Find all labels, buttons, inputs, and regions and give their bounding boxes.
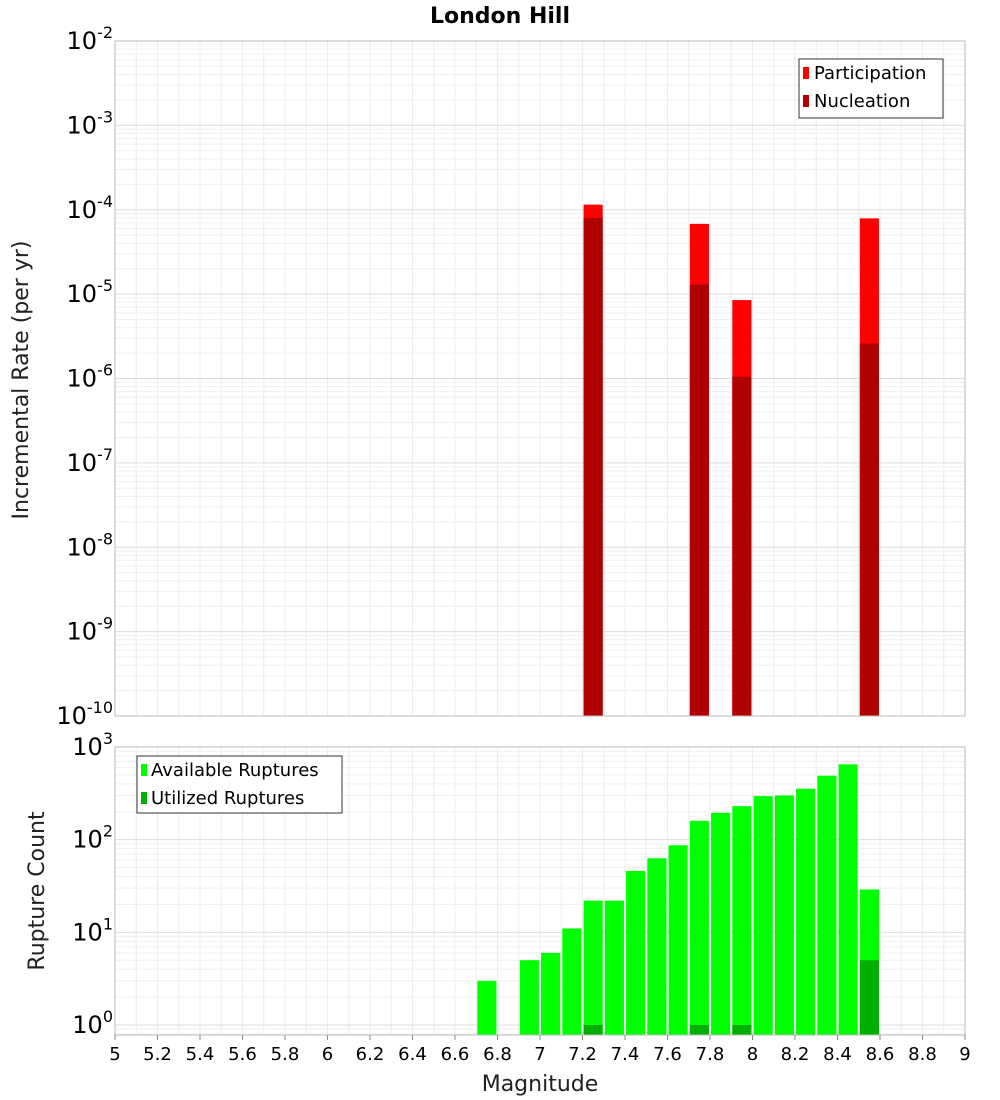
- available-ruptures-bar: [541, 952, 561, 1035]
- available-ruptures-bar: [774, 795, 794, 1035]
- legend-label: Available Ruptures: [151, 760, 319, 781]
- x-tick-label: 6.6: [441, 1044, 470, 1065]
- x-tick-label: 8.8: [908, 1044, 937, 1065]
- x-tick-label: 5.8: [271, 1044, 300, 1065]
- utilized-ruptures-bar: [732, 1025, 752, 1035]
- available-ruptures-bar: [753, 796, 773, 1035]
- bottom-y-tick-label: 103: [72, 729, 113, 761]
- utilized-ruptures-bar: [583, 1025, 603, 1035]
- legend-swatch: [803, 95, 809, 107]
- legend-swatch: [803, 67, 809, 79]
- bottom-y-tick-label: 102: [72, 822, 113, 854]
- x-tick-label: 5.4: [186, 1044, 215, 1065]
- x-tick-label: 7: [534, 1044, 545, 1065]
- nucleation-bar: [583, 217, 603, 716]
- x-tick-label: 6: [322, 1044, 333, 1065]
- x-tick-label: 9: [959, 1044, 970, 1065]
- top-legend: Participation Nucleation: [798, 58, 944, 119]
- utilized-ruptures-bar: [859, 960, 879, 1035]
- available-ruptures-bar: [711, 812, 731, 1035]
- bottom-legend: Available Ruptures Utilized Ruptures: [136, 755, 343, 814]
- available-ruptures-bar: [668, 845, 688, 1035]
- x-tick-label: 7.6: [653, 1044, 682, 1065]
- available-ruptures-bar: [647, 858, 667, 1035]
- top-y-axis-label: Incremental Rate (per yr): [9, 241, 34, 520]
- utilized-ruptures-bar: [689, 1025, 709, 1035]
- top-y-tick-label: 10-4: [67, 192, 114, 224]
- x-tick-label: 8.4: [823, 1044, 852, 1065]
- top-y-tick-label: 10-9: [67, 614, 114, 646]
- top-y-tick-label: 10-8: [67, 529, 114, 561]
- legend-label: Utilized Ruptures: [151, 788, 304, 809]
- available-ruptures-bar: [838, 764, 858, 1035]
- legend-swatch: [141, 792, 147, 804]
- top-y-tick-label: 10-3: [67, 107, 114, 139]
- legend-label: Nucleation: [814, 91, 910, 112]
- top-y-tick-label: 10-10: [56, 698, 113, 730]
- x-tick-label: 8.6: [866, 1044, 895, 1065]
- available-ruptures-bar: [519, 960, 539, 1035]
- available-ruptures-bar: [626, 870, 646, 1035]
- top-legend-box: [798, 58, 944, 119]
- x-tick-label: 6.2: [356, 1044, 385, 1065]
- top-y-tick-label: 10-7: [67, 445, 114, 477]
- legend-label: Participation: [814, 63, 926, 84]
- x-tick-label: 5.6: [228, 1044, 257, 1065]
- bottom-y-tick-label: 101: [72, 914, 113, 946]
- top-plot-frame: [114, 40, 966, 717]
- available-ruptures-bar: [604, 900, 624, 1035]
- x-axis-label: Magnitude: [482, 1072, 599, 1097]
- x-tick-label: 5.2: [143, 1044, 172, 1065]
- available-ruptures-bar: [689, 820, 709, 1035]
- nucleation-bar: [859, 343, 879, 716]
- x-tick-label: 8: [747, 1044, 758, 1065]
- x-tick-label: 7.4: [611, 1044, 640, 1065]
- available-ruptures-bar: [562, 928, 582, 1035]
- x-tick-label: 7.2: [568, 1044, 597, 1065]
- available-ruptures-bar: [583, 900, 603, 1035]
- top-y-tick-label: 10-2: [67, 23, 114, 55]
- available-ruptures-bar: [732, 806, 752, 1035]
- top-y-tick-label: 10-6: [67, 361, 114, 393]
- x-tick-label: 6.8: [483, 1044, 512, 1065]
- bottom-y-axis-label: Rupture Count: [25, 811, 50, 971]
- available-ruptures-bar: [817, 775, 837, 1035]
- x-tick-label: 7.8: [696, 1044, 725, 1065]
- available-ruptures-bar: [796, 788, 816, 1035]
- x-tick-label: 5: [109, 1044, 120, 1065]
- chart-title: London Hill: [430, 4, 570, 29]
- available-ruptures-bar: [477, 980, 497, 1035]
- nucleation-bar: [689, 284, 709, 716]
- nucleation-bar: [732, 376, 752, 716]
- x-tick-label: 6.4: [398, 1044, 427, 1065]
- top-y-tick-label: 10-5: [67, 276, 114, 308]
- legend-swatch: [141, 764, 147, 776]
- bottom-legend-box: [136, 755, 343, 814]
- x-tick-label: 8.2: [781, 1044, 810, 1065]
- bottom-y-tick-label: 100: [72, 1007, 113, 1039]
